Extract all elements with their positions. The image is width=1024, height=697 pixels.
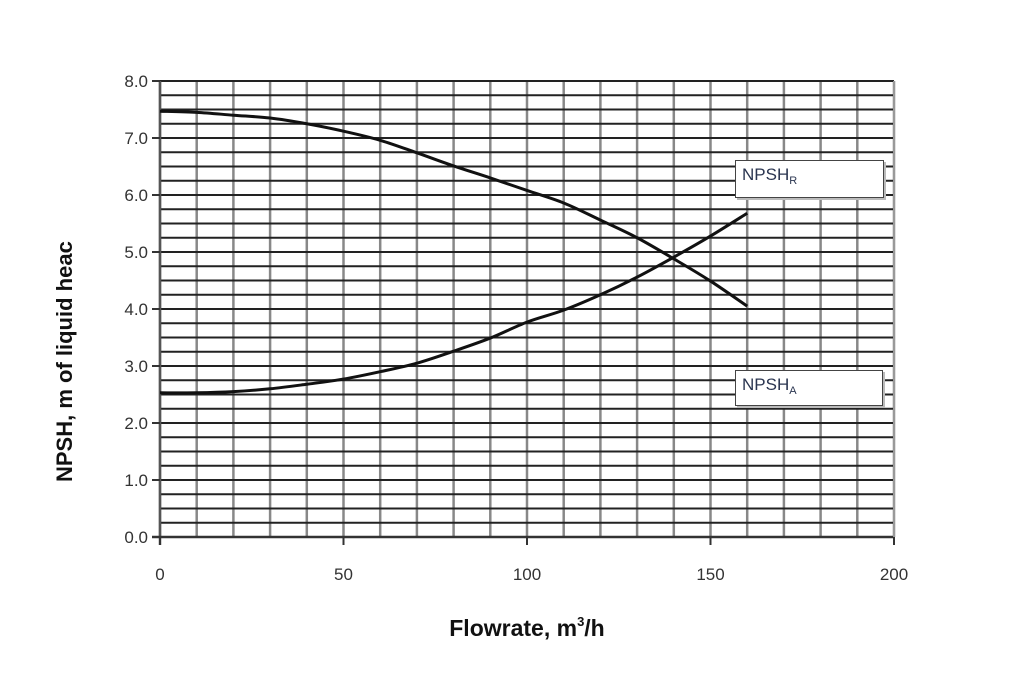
x-axis-title-main: Flowrate, m bbox=[449, 615, 578, 641]
y-tick-labels: 0.0 1.0 2.0 3.0 4.0 5.0 6.0 7.0 8.0 bbox=[124, 72, 148, 547]
x-tick-label: 150 bbox=[696, 565, 724, 584]
y-tick-label: 1.0 bbox=[124, 471, 148, 490]
npshr-label-main: NPSH bbox=[742, 165, 790, 184]
y-tick-label: 7.0 bbox=[124, 129, 148, 148]
x-tick-label: 50 bbox=[334, 565, 353, 584]
y-axis-title: NPSH, m of liquid heac bbox=[52, 241, 77, 482]
x-axis-title: Flowrate, m3/h bbox=[0, 614, 1024, 642]
y-tick-label: 5.0 bbox=[124, 243, 148, 262]
npshr-label-sub: R bbox=[789, 175, 798, 187]
legend-label-npsha: NPSHA bbox=[735, 370, 883, 406]
y-tick-label: 0.0 bbox=[124, 528, 148, 547]
legend-label-npshr: NPSHR bbox=[735, 160, 884, 198]
y-tick-label: 3.0 bbox=[124, 357, 148, 376]
series-line-npshr bbox=[159, 109, 749, 308]
x-tick-label: 0 bbox=[155, 565, 164, 584]
axes bbox=[152, 80, 895, 545]
x-axis-title-sup: 3 bbox=[577, 614, 585, 629]
y-tick-label: 4.0 bbox=[124, 300, 148, 319]
x-tick-label: 200 bbox=[880, 565, 908, 584]
series-lines bbox=[159, 109, 749, 395]
x-tick-label: 100 bbox=[513, 565, 541, 584]
y-tick-label: 8.0 bbox=[124, 72, 148, 91]
y-tick-label: 6.0 bbox=[124, 186, 148, 205]
y-tick-label: 2.0 bbox=[124, 414, 148, 433]
npsha-label-main: NPSH bbox=[742, 375, 790, 394]
npsha-label-sub: A bbox=[789, 385, 797, 397]
series-line-npsha bbox=[159, 211, 748, 395]
x-tick-labels: 0 50 100 150 200 bbox=[155, 565, 908, 584]
x-axis-title-tail: /h bbox=[584, 615, 605, 641]
